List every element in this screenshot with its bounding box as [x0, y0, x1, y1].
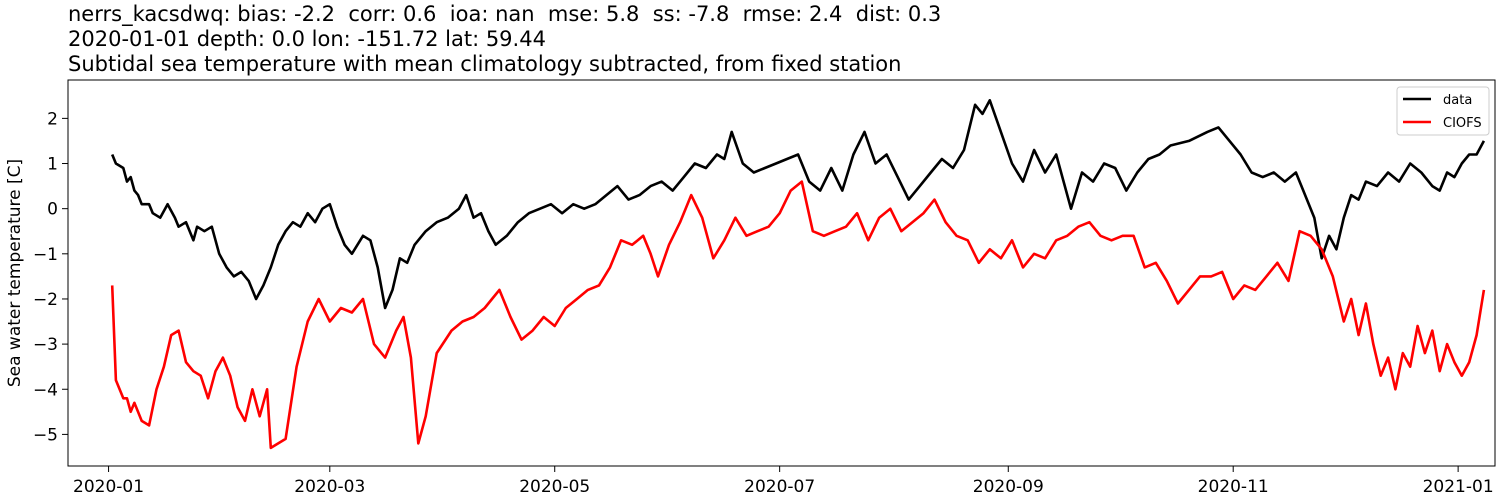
x-tick-label: 2020-03: [294, 477, 365, 497]
y-tick-label: −3: [33, 335, 58, 355]
legend-label-data: data: [1443, 93, 1472, 108]
x-axis-ticks: 2020-01 2020-03 2020-05 2020-07 2020-09 2020-…: [73, 466, 1494, 497]
x-tick-label: 2020-07: [744, 477, 815, 497]
x-tick-label: 2020-09: [973, 477, 1044, 497]
y-tick-label: 1: [47, 155, 58, 175]
y-tick-label: 2: [47, 109, 58, 129]
x-tick-label: 2020-01: [73, 477, 144, 497]
legend-label-ciofs: CIOFS: [1443, 116, 1482, 131]
stats-title: nerrs_kacsdwq: bias: -2.2 corr: 0.6 ioa:…: [68, 2, 942, 26]
y-axis-label: Sea water temperature [C]: [5, 159, 25, 387]
y-tick-label: −2: [33, 290, 58, 310]
y-tick-label: −5: [33, 425, 58, 445]
series-layer: [110, 99, 1486, 450]
chart-title: Subtidal sea temperature with mean clima…: [68, 52, 902, 76]
series-line-data: [110, 99, 1486, 310]
plot-frame: [67, 79, 1496, 467]
title-block: nerrs_kacsdwq: bias: -2.2 corr: 0.6 ioa:…: [68, 2, 941, 77]
y-axis-ticks: −5 −4 −3 −2 −1 0 1 2: [33, 109, 68, 445]
x-tick-label: 2020-05: [519, 477, 590, 497]
legend: data CIOFS: [1396, 86, 1490, 136]
x-tick-label: 2020-11: [1198, 477, 1269, 497]
x-tick-label: 2021-01: [1423, 477, 1494, 497]
series-line-ciofs: [110, 180, 1486, 450]
y-tick-label: −1: [33, 245, 58, 265]
y-tick-label: 0: [47, 200, 58, 220]
location-title: 2020-01-01 depth: 0.0 lon: -151.72 lat: …: [68, 27, 546, 51]
y-tick-label: −4: [33, 380, 58, 400]
